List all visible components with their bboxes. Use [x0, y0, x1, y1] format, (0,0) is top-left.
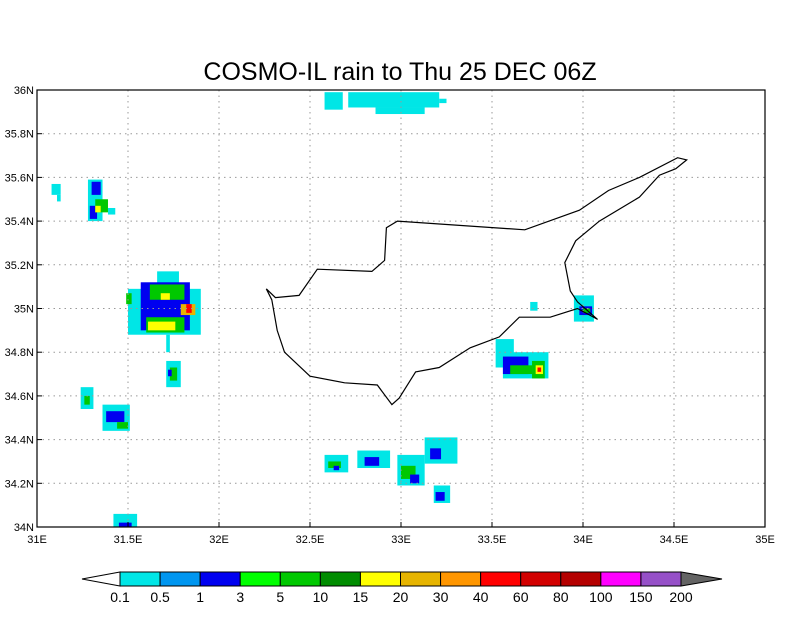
- rain-cell: [430, 448, 442, 460]
- colorbar-label: 5: [276, 589, 284, 605]
- lat-tick-label: 36N: [14, 85, 34, 97]
- lon-tick-label: 33.5E: [478, 534, 507, 546]
- colorbar-label: 20: [393, 589, 409, 605]
- colorbar-label: 200: [669, 589, 693, 605]
- rain-cell: [375, 107, 425, 115]
- rain-cell: [106, 411, 125, 423]
- rain-cell: [51, 183, 61, 195]
- colorbar-label: 0.1: [110, 589, 130, 605]
- rain-cell: [510, 365, 533, 375]
- colorbar-label: 3: [236, 589, 244, 605]
- rain-cell: [328, 461, 341, 469]
- colorbar-under-triangle: [81, 571, 121, 587]
- colorbar-swatch: [560, 571, 602, 587]
- colorbar-over-triangle: [680, 571, 723, 587]
- rain-cell: [126, 293, 132, 305]
- lon-tick-label: 31.5E: [114, 534, 143, 546]
- rain-cell: [537, 367, 542, 372]
- rain-cell: [107, 207, 116, 215]
- rain-cell: [57, 194, 61, 202]
- rain-cell: [364, 457, 380, 466]
- lon-tick-label: 35E: [755, 534, 775, 546]
- colorbar-swatch: [640, 571, 682, 587]
- lat-tick-label: 34.6N: [5, 391, 34, 403]
- colorbar-swatch: [279, 571, 321, 587]
- rain-cell: [117, 422, 128, 429]
- rain-cell: [410, 474, 420, 484]
- colorbar-swatch: [199, 571, 241, 587]
- colorbar-swatch: [359, 571, 401, 587]
- colorbar-label: 1: [196, 589, 204, 605]
- colorbar-label: 100: [589, 589, 613, 605]
- rain-cell: [89, 205, 98, 219]
- lon-tick-label: 32E: [209, 534, 229, 546]
- colorbar-label: 40: [473, 589, 489, 605]
- colorbar-label: 30: [433, 589, 449, 605]
- colorbar-swatch: [480, 571, 522, 587]
- axis-labels: 31E 31.5E 32E 32.5E 33E 33.5E 34E 34.5E 35E 34N 34…: [5, 85, 775, 546]
- colorbar-label: 15: [353, 589, 369, 605]
- rain-cell: [530, 301, 538, 311]
- rain-field: [51, 92, 594, 527]
- colorbar-label: 150: [629, 589, 653, 605]
- rain-cell: [348, 92, 440, 108]
- colorbar: 0.1 0.5 1 3 5 10 15 20 30 40 60 80 100 150 200: [81, 571, 723, 605]
- colorbar-swatch: [400, 571, 442, 587]
- colorbar-swatch: [319, 571, 361, 587]
- lat-tick-label: 35N: [14, 304, 34, 316]
- colorbar-swatch: [119, 571, 161, 587]
- colorbar-label: 10: [313, 589, 329, 605]
- lon-tick-label: 33E: [391, 534, 411, 546]
- lon-tick-label: 34E: [573, 534, 593, 546]
- rain-cell: [118, 522, 132, 527]
- rain-cell: [148, 310, 181, 318]
- colorbar-swatch: [239, 571, 281, 587]
- lon-tick-label: 32.5E: [296, 534, 325, 546]
- rain-cell: [95, 205, 101, 213]
- rain-cell: [149, 284, 185, 300]
- lat-tick-label: 35.8N: [5, 129, 34, 141]
- rain-cell: [91, 181, 101, 195]
- rain-cell: [84, 395, 90, 405]
- colorbar-swatch: [600, 571, 642, 587]
- lat-tick-label: 34.4N: [5, 435, 34, 447]
- rain-cell: [169, 367, 178, 381]
- lat-tick-label: 34.2N: [5, 478, 34, 490]
- rain-cell: [186, 304, 192, 313]
- rain-cell: [148, 321, 176, 331]
- colorbar-swatch: [520, 571, 562, 587]
- lat-tick-label: 35.2N: [5, 260, 34, 272]
- rain-cell: [333, 465, 340, 471]
- rain-cell: [583, 308, 591, 313]
- rain-cell: [435, 492, 445, 501]
- rain-cell: [439, 98, 447, 104]
- lon-tick-label: 34.5E: [660, 534, 689, 546]
- lon-tick-label: 31E: [27, 534, 47, 546]
- colorbar-swatch: [159, 571, 201, 587]
- lat-tick-label: 35.6N: [5, 172, 34, 184]
- rain-cell: [160, 293, 170, 300]
- rain-cell: [324, 92, 343, 110]
- map-title: COSMO-IL rain to Thu 25 DEC 06Z: [203, 58, 596, 86]
- colorbar-label: 80: [553, 589, 569, 605]
- colorbar-swatch: [440, 571, 482, 587]
- rain-cell: [166, 334, 170, 353]
- lat-tick-label: 35.4N: [5, 216, 34, 228]
- rain-cell: [168, 369, 172, 377]
- colorbar-label: 60: [513, 589, 529, 605]
- cyprus-coastline: [265, 157, 689, 406]
- colorbar-label: 0.5: [150, 589, 170, 605]
- lat-tick-label: 34N: [14, 522, 34, 534]
- lat-tick-label: 34.8N: [5, 347, 34, 359]
